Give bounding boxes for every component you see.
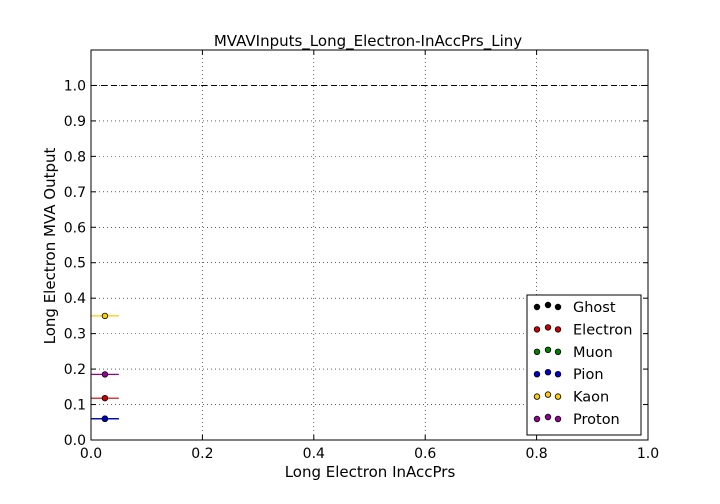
legend-label-electron: Electron	[573, 322, 632, 338]
y-tick-label: 0.4	[64, 291, 86, 307]
x-tick-label: 0.6	[414, 446, 436, 462]
x-axis-ticks: 0.0 0.2 0.4 0.6 0.8 1.0	[80, 50, 659, 462]
y-tick-label: 1.0	[64, 78, 86, 94]
legend-marker-muon	[533, 348, 541, 355]
y-tick-label: 0.5	[64, 256, 86, 272]
legend-marker-kaon	[544, 391, 552, 398]
legend-marker-kaon	[554, 393, 562, 400]
y-tick-label: 0.7	[64, 185, 86, 201]
x-tick-label: 0.2	[191, 446, 213, 462]
y-tick-label: 0.2	[64, 362, 86, 378]
legend-marker-muon	[554, 348, 562, 355]
y-axis-ticks: 0.0 0.1 0.2 0.3 0.4 0.5 0.6 0.7 0.8 0.9 1.0	[64, 78, 648, 449]
legend-label-proton: Proton	[573, 412, 620, 428]
x-tick-label: 0.8	[525, 446, 547, 462]
plot-frame	[90, 49, 649, 441]
x-tick-label: 0.4	[303, 446, 325, 462]
legend-marker-pion	[554, 371, 562, 378]
x-tick-label: 0.0	[80, 446, 102, 462]
data-point-pion	[101, 415, 109, 422]
x-tick-label: 1.0	[637, 446, 659, 462]
y-axis-label: Long Electron MVA Output	[41, 148, 59, 345]
legend-label-ghost: Ghost	[573, 300, 616, 316]
y-tick-label: 0.8	[64, 149, 86, 165]
legend-marker-muon	[544, 346, 552, 353]
legend-marker-proton	[554, 415, 562, 423]
y-tick-label: 0.1	[64, 398, 86, 414]
legend-label-muon: Muon	[573, 345, 613, 361]
legend-label-kaon: Kaon	[573, 390, 609, 406]
chart-title: MVAVInputs_Long_Electron-InAccPrs_Liny	[214, 32, 522, 51]
legend-label-pion: Pion	[573, 367, 604, 383]
legend-marker-ghost	[544, 301, 552, 309]
legend-marker-proton	[533, 415, 541, 423]
data-points	[91, 312, 119, 422]
y-tick-label: 0.0	[64, 433, 86, 449]
x-axis-label: Long Electron InAccPrs	[285, 463, 456, 481]
legend-marker-pion	[544, 369, 552, 376]
data-point-electron	[101, 394, 109, 402]
legend-marker-kaon	[533, 393, 541, 400]
legend-marker-ghost	[533, 303, 541, 311]
y-tick-label: 0.6	[64, 220, 86, 236]
y-tick-label: 0.9	[64, 114, 86, 130]
legend-marker-proton	[544, 413, 552, 421]
data-point-proton	[101, 371, 109, 378]
legend-marker-electron	[544, 324, 552, 331]
data-point-kaon	[101, 312, 109, 320]
legend-marker-electron	[533, 326, 541, 333]
legend-box	[526, 294, 642, 436]
y-tick-label: 0.3	[64, 327, 86, 343]
legend: Ghost Electron Muon Pion Kaon Proton	[526, 294, 642, 436]
legend-marker-electron	[554, 326, 562, 333]
legend-marker-pion	[533, 371, 541, 378]
legend-marker-ghost	[554, 303, 562, 311]
